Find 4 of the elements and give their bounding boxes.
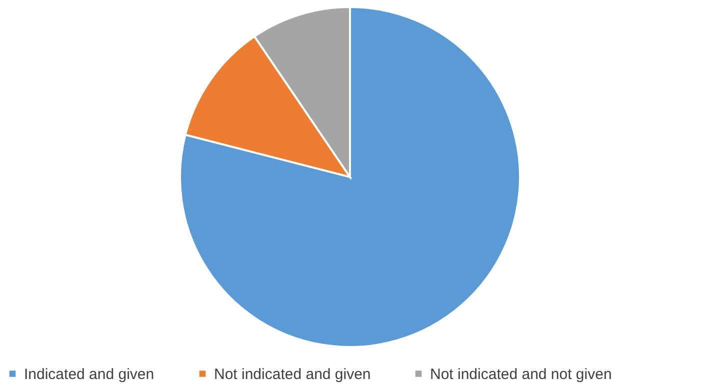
pie-slice <box>179 6 521 348</box>
legend-label: Not indicated and given <box>214 366 371 383</box>
legend-label: Not indicated and not given <box>430 366 612 383</box>
legend-label: Indicated and given <box>24 366 154 383</box>
